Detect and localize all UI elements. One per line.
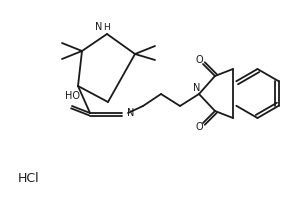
Text: H: H bbox=[104, 22, 110, 32]
Text: N: N bbox=[127, 108, 134, 118]
Text: N: N bbox=[95, 22, 102, 32]
Text: N: N bbox=[193, 83, 201, 93]
Text: HO: HO bbox=[64, 91, 80, 101]
Text: O: O bbox=[195, 55, 203, 65]
Text: HCl: HCl bbox=[18, 172, 40, 185]
Text: O: O bbox=[195, 122, 203, 132]
